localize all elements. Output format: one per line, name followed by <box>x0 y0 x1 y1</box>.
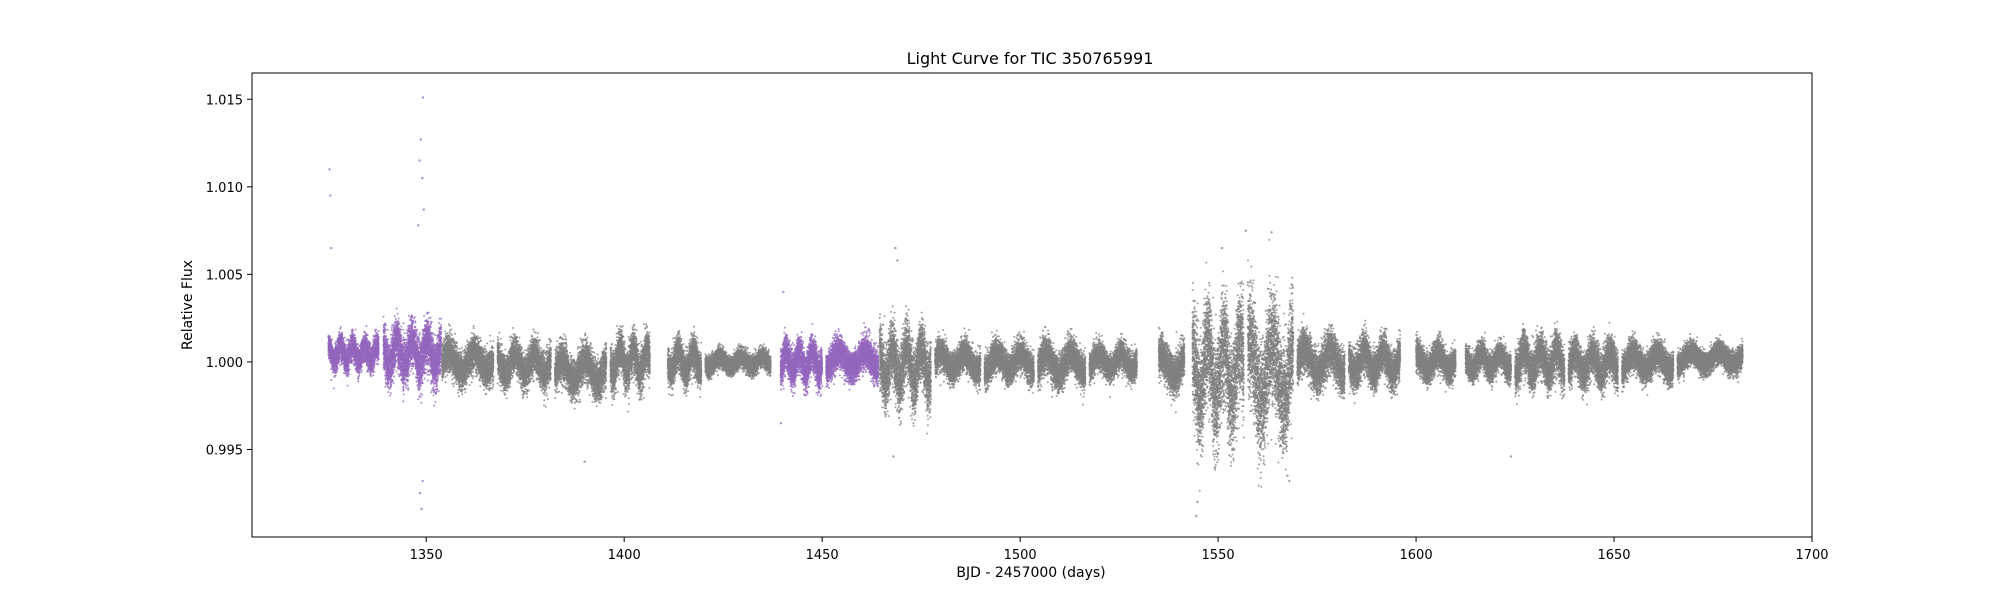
data-point <box>329 335 331 337</box>
chart-title: Light Curve for TIC 350765991 <box>907 49 1154 68</box>
data-point <box>355 337 357 339</box>
data-point <box>330 379 332 381</box>
data-point <box>358 375 360 377</box>
data-point <box>366 338 368 340</box>
data-point <box>331 338 333 340</box>
data-point <box>355 329 357 331</box>
data-point <box>360 371 362 373</box>
data-point <box>341 361 343 363</box>
data-point <box>347 385 349 387</box>
data-point <box>355 340 357 342</box>
data-point <box>338 363 340 365</box>
data-point <box>335 372 337 374</box>
data-point <box>339 328 341 330</box>
data-point <box>331 346 333 348</box>
data-point <box>336 370 338 372</box>
data-point <box>365 325 367 327</box>
data-point <box>331 344 333 346</box>
data-point <box>333 387 335 389</box>
data-point <box>330 341 332 343</box>
data-point <box>335 375 337 377</box>
data-point <box>343 340 345 342</box>
data-point <box>349 369 351 371</box>
data-point <box>351 362 353 364</box>
data-point <box>340 326 342 328</box>
data-point <box>348 365 350 367</box>
data-point <box>342 337 344 339</box>
data-point <box>344 337 346 339</box>
data-point <box>338 331 340 333</box>
data-point <box>354 334 356 336</box>
data-point <box>348 373 350 375</box>
data-point <box>357 378 359 380</box>
data-point <box>352 330 354 332</box>
data-point <box>358 373 360 375</box>
data-point <box>339 364 341 366</box>
data-point <box>357 380 359 382</box>
data-point <box>357 343 359 345</box>
data-point <box>361 370 363 372</box>
data-point <box>367 334 369 336</box>
data-point <box>337 367 339 369</box>
data-point <box>361 366 363 368</box>
data-point <box>341 334 343 336</box>
data-point <box>369 345 371 347</box>
